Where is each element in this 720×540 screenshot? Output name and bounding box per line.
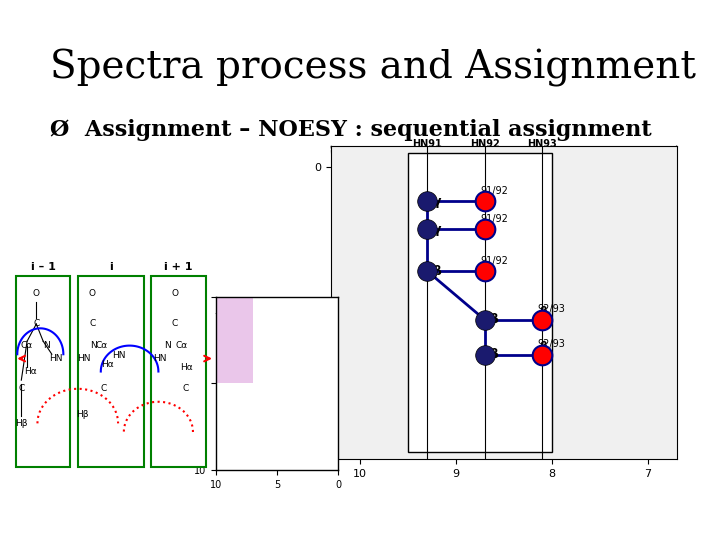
Text: HN: HN: [77, 354, 90, 363]
Bar: [204, 297, 253, 383]
Point: [421, 225, 433, 234]
Text: HN91: HN91: [413, 139, 442, 149]
Text: γ: γ: [433, 195, 441, 208]
Point: [479, 315, 490, 324]
Text: i + 1: i + 1: [164, 261, 193, 272]
Text: Cα: Cα: [21, 341, 33, 350]
Text: C: C: [171, 320, 178, 328]
Point: [421, 267, 433, 275]
Text: O: O: [33, 289, 40, 298]
Point: [479, 197, 490, 206]
Point: [536, 350, 548, 359]
Text: N: N: [42, 341, 50, 350]
Text: HN: HN: [112, 352, 126, 361]
Text: β: β: [539, 341, 547, 350]
Point: [536, 315, 548, 324]
Text: 92/93: 92/93: [538, 339, 565, 349]
Text: 91/92: 91/92: [480, 214, 508, 224]
Text: O: O: [89, 289, 96, 298]
Text: HN92: HN92: [470, 139, 500, 149]
Text: i: i: [109, 261, 113, 272]
Text: Cα: Cα: [175, 341, 188, 350]
Text: C: C: [18, 384, 24, 393]
Text: N: N: [91, 341, 97, 350]
Text: HN: HN: [153, 354, 166, 363]
Bar: [151, 276, 206, 467]
Point: [479, 225, 490, 234]
Text: Cα: Cα: [96, 341, 108, 350]
Text: Hα: Hα: [180, 363, 192, 372]
Text: 92/93: 92/93: [538, 305, 565, 314]
Text: C: C: [89, 320, 95, 328]
Text: 91/92: 91/92: [480, 255, 508, 266]
Point: [421, 197, 433, 206]
Text: i – 1: i – 1: [31, 261, 55, 272]
Text: Hα: Hα: [24, 367, 37, 376]
Text: Hβ: Hβ: [15, 419, 27, 428]
Text: HN: HN: [49, 354, 63, 363]
Text: β: β: [433, 265, 441, 278]
Point: [479, 267, 490, 275]
Text: Hβ: Hβ: [76, 410, 89, 419]
Text: C: C: [33, 320, 40, 328]
Bar: [408, 153, 552, 452]
Text: O: O: [171, 289, 178, 298]
Text: Ø  Assignment – NOESY : sequential assignment: Ø Assignment – NOESY : sequential assign…: [50, 119, 652, 141]
Text: β: β: [490, 313, 499, 326]
Text: C: C: [183, 384, 189, 393]
Bar: [78, 276, 144, 467]
Text: C: C: [101, 384, 107, 393]
Text: β: β: [490, 348, 499, 361]
Bar: [16, 276, 71, 467]
Text: 91/92: 91/92: [480, 186, 508, 196]
Text: β: β: [539, 306, 547, 316]
Text: γ: γ: [433, 223, 441, 236]
Point: [479, 350, 490, 359]
Text: Spectra process and Assignment: Spectra process and Assignment: [50, 49, 696, 86]
Text: Hα: Hα: [102, 360, 114, 369]
Text: N: N: [163, 341, 171, 350]
Text: HN93: HN93: [528, 139, 557, 149]
